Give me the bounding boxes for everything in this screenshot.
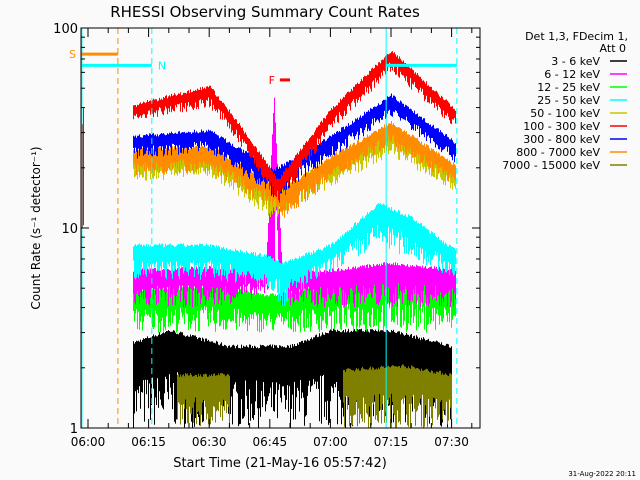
series-trace xyxy=(133,203,456,306)
legend-label: 7000 - 15000 keV xyxy=(502,159,600,172)
y-tick-label: 1 xyxy=(70,422,78,437)
legend-label: 300 - 800 keV xyxy=(523,133,600,146)
axes: 1 10 100 06:00 06:15 06:30 06:45 07:00 07:15 07:3… xyxy=(53,22,481,449)
series-trace xyxy=(133,93,456,197)
series-trace xyxy=(133,328,452,428)
legend-label: 100 - 300 keV xyxy=(523,120,600,133)
x-tick-label: 07:00 xyxy=(313,435,348,449)
annotation-label-s: S xyxy=(69,48,76,61)
legend-label: 3 - 6 keV xyxy=(551,55,600,68)
chart-title: RHESSI Observing Summary Count Rates xyxy=(110,3,420,21)
series-trace xyxy=(133,121,456,218)
series-3to6keV-kev xyxy=(133,328,452,428)
series-25to50keV-kev xyxy=(133,203,456,306)
x-tick-label: 06:00 xyxy=(71,435,106,449)
x-tick-label: 06:30 xyxy=(192,435,227,449)
legend-label: 50 - 100 keV xyxy=(530,107,600,120)
y-tick-label: 100 xyxy=(53,22,78,37)
legend-label: 6 - 12 keV xyxy=(544,68,600,81)
series-100to300keV-kev xyxy=(82,51,456,229)
legend-header-1: Det 1,3, FDecim 1, xyxy=(525,30,628,43)
series-300to800keV-kev xyxy=(133,93,456,197)
x-axis-label: Start Time (21-May-16 05:57:42) xyxy=(173,456,387,471)
series-800to7000keV-kev xyxy=(133,121,456,218)
legend-label: 12 - 25 keV xyxy=(537,81,600,94)
y-axis-label: Count Rate (s⁻¹ detector⁻¹) xyxy=(29,146,43,309)
x-tick-label: 06:45 xyxy=(253,435,288,449)
data-layer: S N F xyxy=(69,28,458,428)
series-trace xyxy=(177,364,452,428)
series-trace xyxy=(82,51,456,229)
legend-label: 25 - 50 keV xyxy=(537,94,600,107)
y-tick-label: 10 xyxy=(61,222,78,237)
annotation-label-n: N xyxy=(158,59,166,72)
legend-header-2: Att 0 xyxy=(600,42,626,55)
annotation-label-f: F xyxy=(269,74,275,87)
x-tick-label: 07:30 xyxy=(434,435,469,449)
x-tick-label: 06:15 xyxy=(131,435,166,449)
series-7000to15000keV-kev xyxy=(177,364,452,428)
footer-date: 31-Aug-2022 20:11 xyxy=(568,470,636,478)
legend-label: 800 - 7000 keV xyxy=(516,146,600,159)
x-tick-label: 07:15 xyxy=(374,435,409,449)
